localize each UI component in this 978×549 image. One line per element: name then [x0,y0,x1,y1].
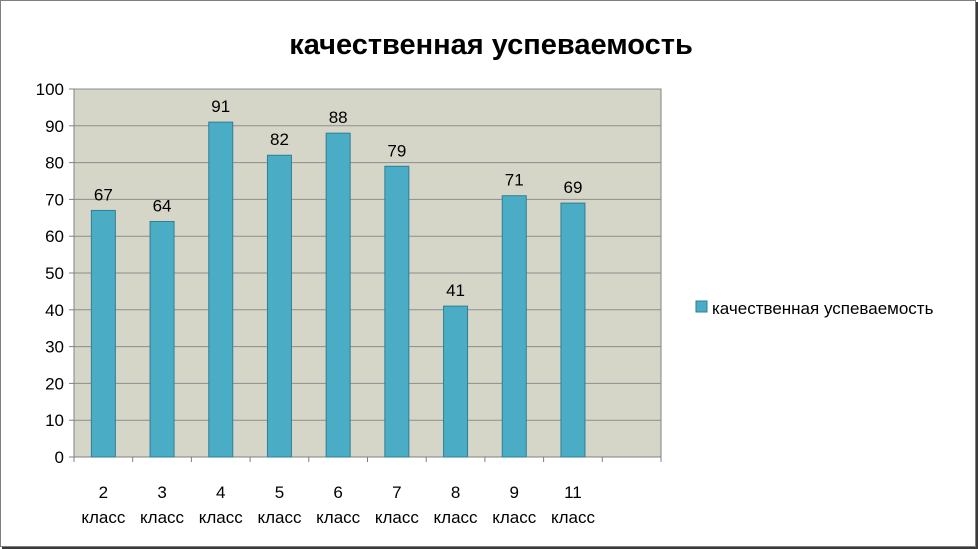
x-tick-label: класс [81,508,126,527]
y-tick-label: 100 [36,80,64,99]
x-tick-label: 8 [451,483,460,502]
y-tick-label: 60 [45,227,64,246]
data-label: 69 [563,178,582,197]
y-tick-label: 50 [45,264,64,283]
plot-area: 0102030405060708090100672класс643класс91… [36,80,662,527]
data-label: 88 [329,108,348,127]
y-tick-label: 10 [45,411,64,430]
x-tick-label: класс [257,508,302,527]
bar [90,209,116,458]
legend-label: качественная успеваемость [712,299,934,318]
y-tick-label: 80 [45,154,64,173]
x-tick-label: 2 [99,483,108,502]
data-label: 64 [153,196,172,215]
y-tick-label: 70 [45,190,64,209]
legend: качественная успеваемость [695,299,934,318]
x-tick-label: класс [140,508,185,527]
bar [266,154,292,458]
x-tick-label: 6 [333,483,342,502]
x-tick-label: 7 [392,483,401,502]
y-tick-label: 30 [45,338,64,357]
data-label: 79 [387,141,406,160]
x-tick-label: 5 [275,483,284,502]
x-tick-label: класс [434,508,479,527]
x-tick-label: 3 [157,483,166,502]
bar [443,305,469,458]
chart-title: качественная успеваемость [289,29,693,61]
x-tick-label: класс [375,508,420,527]
x-tick-label: класс [492,508,537,527]
x-tick-label: 9 [510,483,519,502]
x-tick-label: 4 [216,483,225,502]
legend-swatch [695,300,708,313]
x-tick-label: класс [316,508,361,527]
x-tick-label: класс [199,508,244,527]
data-label: 71 [505,171,524,190]
data-label: 82 [270,130,289,149]
x-tick-label: класс [551,508,596,527]
bar [501,195,527,458]
y-tick-label: 0 [55,448,64,467]
bar [384,165,410,458]
bar [325,132,351,458]
data-label: 91 [211,97,230,116]
data-label: 67 [94,185,113,204]
data-label: 41 [446,281,465,300]
bar [560,202,586,458]
bar [208,121,234,458]
bar [149,220,175,458]
y-tick-label: 90 [45,117,64,136]
x-tick-label: 11 [564,483,582,502]
y-tick-label: 40 [45,301,64,320]
y-tick-label: 20 [45,374,64,393]
